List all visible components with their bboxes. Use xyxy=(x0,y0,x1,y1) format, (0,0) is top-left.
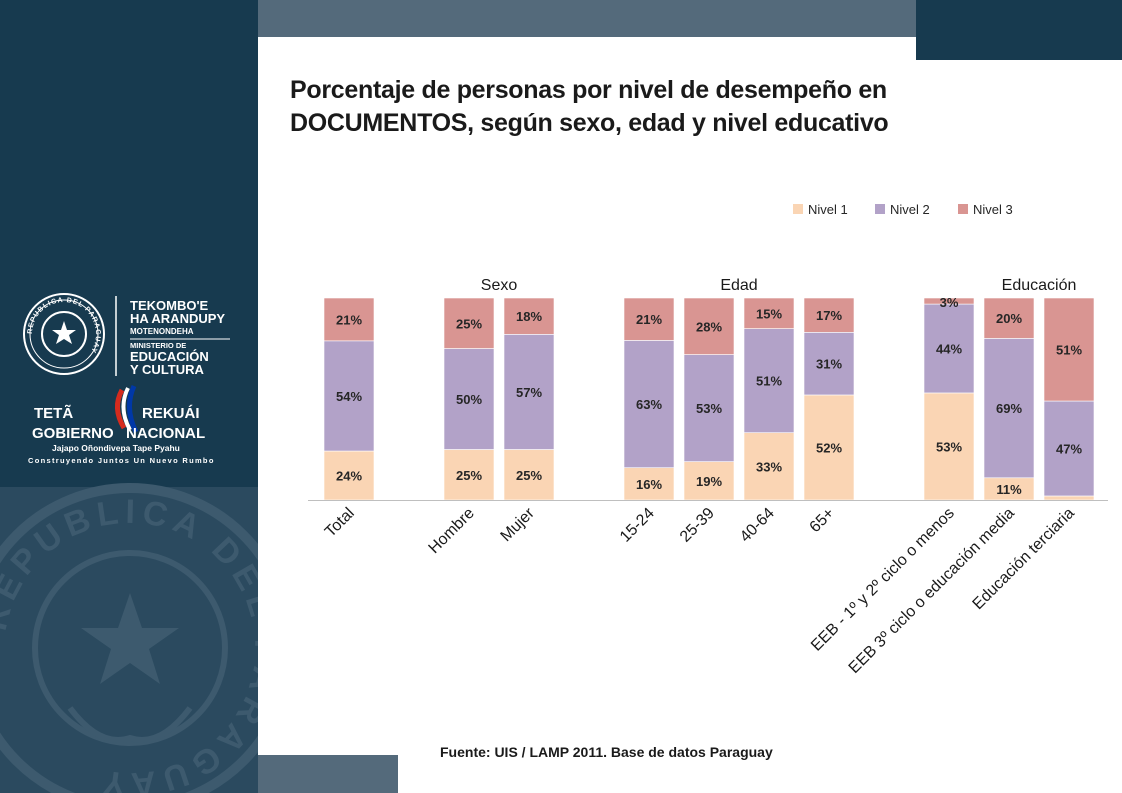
government-line2b: NACIONAL xyxy=(126,425,205,442)
page-title: Porcentaje de personas por nivel de dese… xyxy=(290,74,990,140)
bar-segment-3-5 xyxy=(683,297,735,355)
data-label-3-10: 51% xyxy=(1056,343,1082,358)
data-label-2-1: 54% xyxy=(336,389,362,404)
data-label-3-2: 25% xyxy=(456,316,482,331)
group-label-2: Edad xyxy=(720,277,757,294)
data-label-2-3: 57% xyxy=(516,385,542,400)
bar-segment-1-7 xyxy=(803,394,855,501)
tick-label-6: 40-64 xyxy=(737,505,778,546)
government-line2a: GOBIERNO xyxy=(32,425,114,442)
bar-segment-1-1 xyxy=(323,450,375,501)
bar-segment-1-8 xyxy=(923,392,975,501)
data-label-1-2: 25% xyxy=(456,468,482,483)
ministry-line4: MINISTERIO DE xyxy=(130,341,186,350)
government-line1b: REKUÁI xyxy=(142,405,200,422)
bar-segment-3-8 xyxy=(923,297,975,305)
data-label-2-2: 50% xyxy=(456,392,482,407)
x-tick-labels: Total Hombre Mujer 15-24 25-39 40-64 65+EEB - … xyxy=(322,504,1078,677)
data-label-3-8: 3% xyxy=(940,295,959,310)
tick-label-2: Hombre xyxy=(426,505,478,557)
bar-segment-2-3 xyxy=(503,334,555,450)
data-label-3-6: 15% xyxy=(756,306,782,321)
ministry-line5: EDUCACIÓN xyxy=(130,349,209,364)
data-label-2-7: 31% xyxy=(816,357,842,372)
data-label-1-5: 19% xyxy=(696,474,722,489)
source-note: Fuente: UIS / LAMP 2011. Base de datos P… xyxy=(440,744,773,760)
title-line-1: Porcentaje de personas por nivel de dese… xyxy=(290,76,887,104)
data-label-2-8: 44% xyxy=(936,342,962,357)
legend-swatch-3 xyxy=(958,204,968,214)
bar-segment-2-4 xyxy=(623,340,675,468)
tick-label-5: 25-39 xyxy=(677,505,718,546)
tick-label-7: 65+ xyxy=(807,505,838,536)
bar-segment-2-8 xyxy=(923,303,975,394)
stacked-bar-chart: Nivel 1 Nivel 2 Nivel 3 Sexo Edad Educación … xyxy=(308,202,1108,677)
legend-swatch-2 xyxy=(875,204,885,214)
data-label-1-3: 25% xyxy=(516,468,542,483)
flag-emblem-icon xyxy=(115,384,139,434)
bar-segment-3-2 xyxy=(443,297,495,349)
tick-label-3: Mujer xyxy=(498,504,539,545)
data-label-1-8: 53% xyxy=(936,439,962,454)
title-line-2: DOCUMENTOS, según sexo, edad y nivel edu… xyxy=(290,109,889,137)
legend-label-3: Nivel 3 xyxy=(973,202,1013,217)
sidebar-panel: REPUBLICA DEL PARAGUAY REPUBLICA DEL PAR… xyxy=(0,0,258,793)
government-line1a: TETÃ xyxy=(34,404,73,422)
data-label-3-4: 21% xyxy=(636,312,662,327)
bar-segment-2-6 xyxy=(743,328,795,433)
chart-bars: 24% 54% 21% 25% 50% 25% 25% 57% 18% 16% 63% 21% 19% 5… xyxy=(323,295,1095,501)
bar-segment-3-10 xyxy=(1043,297,1095,402)
government-line4: Construyendo Juntos Un Nuevo Rumbo xyxy=(28,456,215,465)
bar-segment-2-2 xyxy=(443,348,495,450)
bar-segment-3-1 xyxy=(323,297,375,342)
bar-segment-3-9 xyxy=(983,297,1035,339)
data-label-2-5: 53% xyxy=(696,401,722,416)
tick-label-4: 15-24 xyxy=(617,505,658,546)
ministry-line1: TEKOMBO'E xyxy=(130,298,209,313)
group-label-3: Educación xyxy=(1002,277,1077,294)
bar-segment-1-3 xyxy=(503,449,555,501)
data-label-2-6: 51% xyxy=(756,374,782,389)
data-label-1-9: 11% xyxy=(996,482,1022,497)
data-label-1-4: 16% xyxy=(636,477,662,492)
bar-segment-3-3 xyxy=(503,297,555,335)
tick-label-10: Educación terciaria xyxy=(970,505,1078,613)
chart-legend: Nivel 1 Nivel 2 Nivel 3 xyxy=(793,202,1013,217)
data-label-2-10: 47% xyxy=(1056,441,1082,456)
legend-label-2: Nivel 2 xyxy=(890,202,930,217)
bar-segment-3-6 xyxy=(743,297,795,329)
bar-segment-1-6 xyxy=(743,432,795,501)
data-label-2-9: 69% xyxy=(996,401,1022,416)
bar-segment-3-4 xyxy=(623,297,675,341)
data-label-3-9: 20% xyxy=(996,311,1022,326)
bar-segment-3-7 xyxy=(803,297,855,333)
data-label-3-7: 17% xyxy=(816,308,842,323)
ministry-line3: MOTENONDEHA xyxy=(130,327,194,336)
ministry-line6: Y CULTURA xyxy=(130,362,205,377)
bar-segment-1-5 xyxy=(683,461,735,501)
header-bar xyxy=(258,0,916,37)
data-label-3-5: 28% xyxy=(696,319,722,334)
data-label-1-6: 33% xyxy=(756,459,782,474)
background-seal-icon: REPUBLICA DEL PARAGUAY xyxy=(0,483,258,793)
legend-swatch-1 xyxy=(793,204,803,214)
bar-segment-1-4 xyxy=(623,467,675,501)
data-label-2-4: 63% xyxy=(636,397,662,412)
data-label-1-7: 52% xyxy=(816,440,842,455)
data-label-1-1: 24% xyxy=(336,469,362,484)
group-label-1: Sexo xyxy=(481,277,518,294)
data-label-3-1: 21% xyxy=(336,312,362,327)
ministry-seal-icon: REPUBLICA DEL PARAGUAY xyxy=(23,293,105,375)
footer-strip xyxy=(258,755,398,793)
logo-area: REPUBLICA DEL PARAGUAY TEKOMBO'E HA ARAN… xyxy=(23,293,230,465)
bar-segment-1-2 xyxy=(443,449,495,501)
legend-label-1: Nivel 1 xyxy=(808,202,848,217)
bar-segment-2-1 xyxy=(323,340,375,452)
tick-label-1: Total xyxy=(322,505,358,541)
header-corner-block xyxy=(916,0,1122,60)
government-line3: Jajapo Oñondivepa Tape Pyahu xyxy=(52,443,180,453)
ministry-line2: HA ARANDUPY xyxy=(130,311,225,326)
group-labels: Sexo Edad Educación xyxy=(481,277,1077,294)
data-label-3-3: 18% xyxy=(516,309,542,324)
